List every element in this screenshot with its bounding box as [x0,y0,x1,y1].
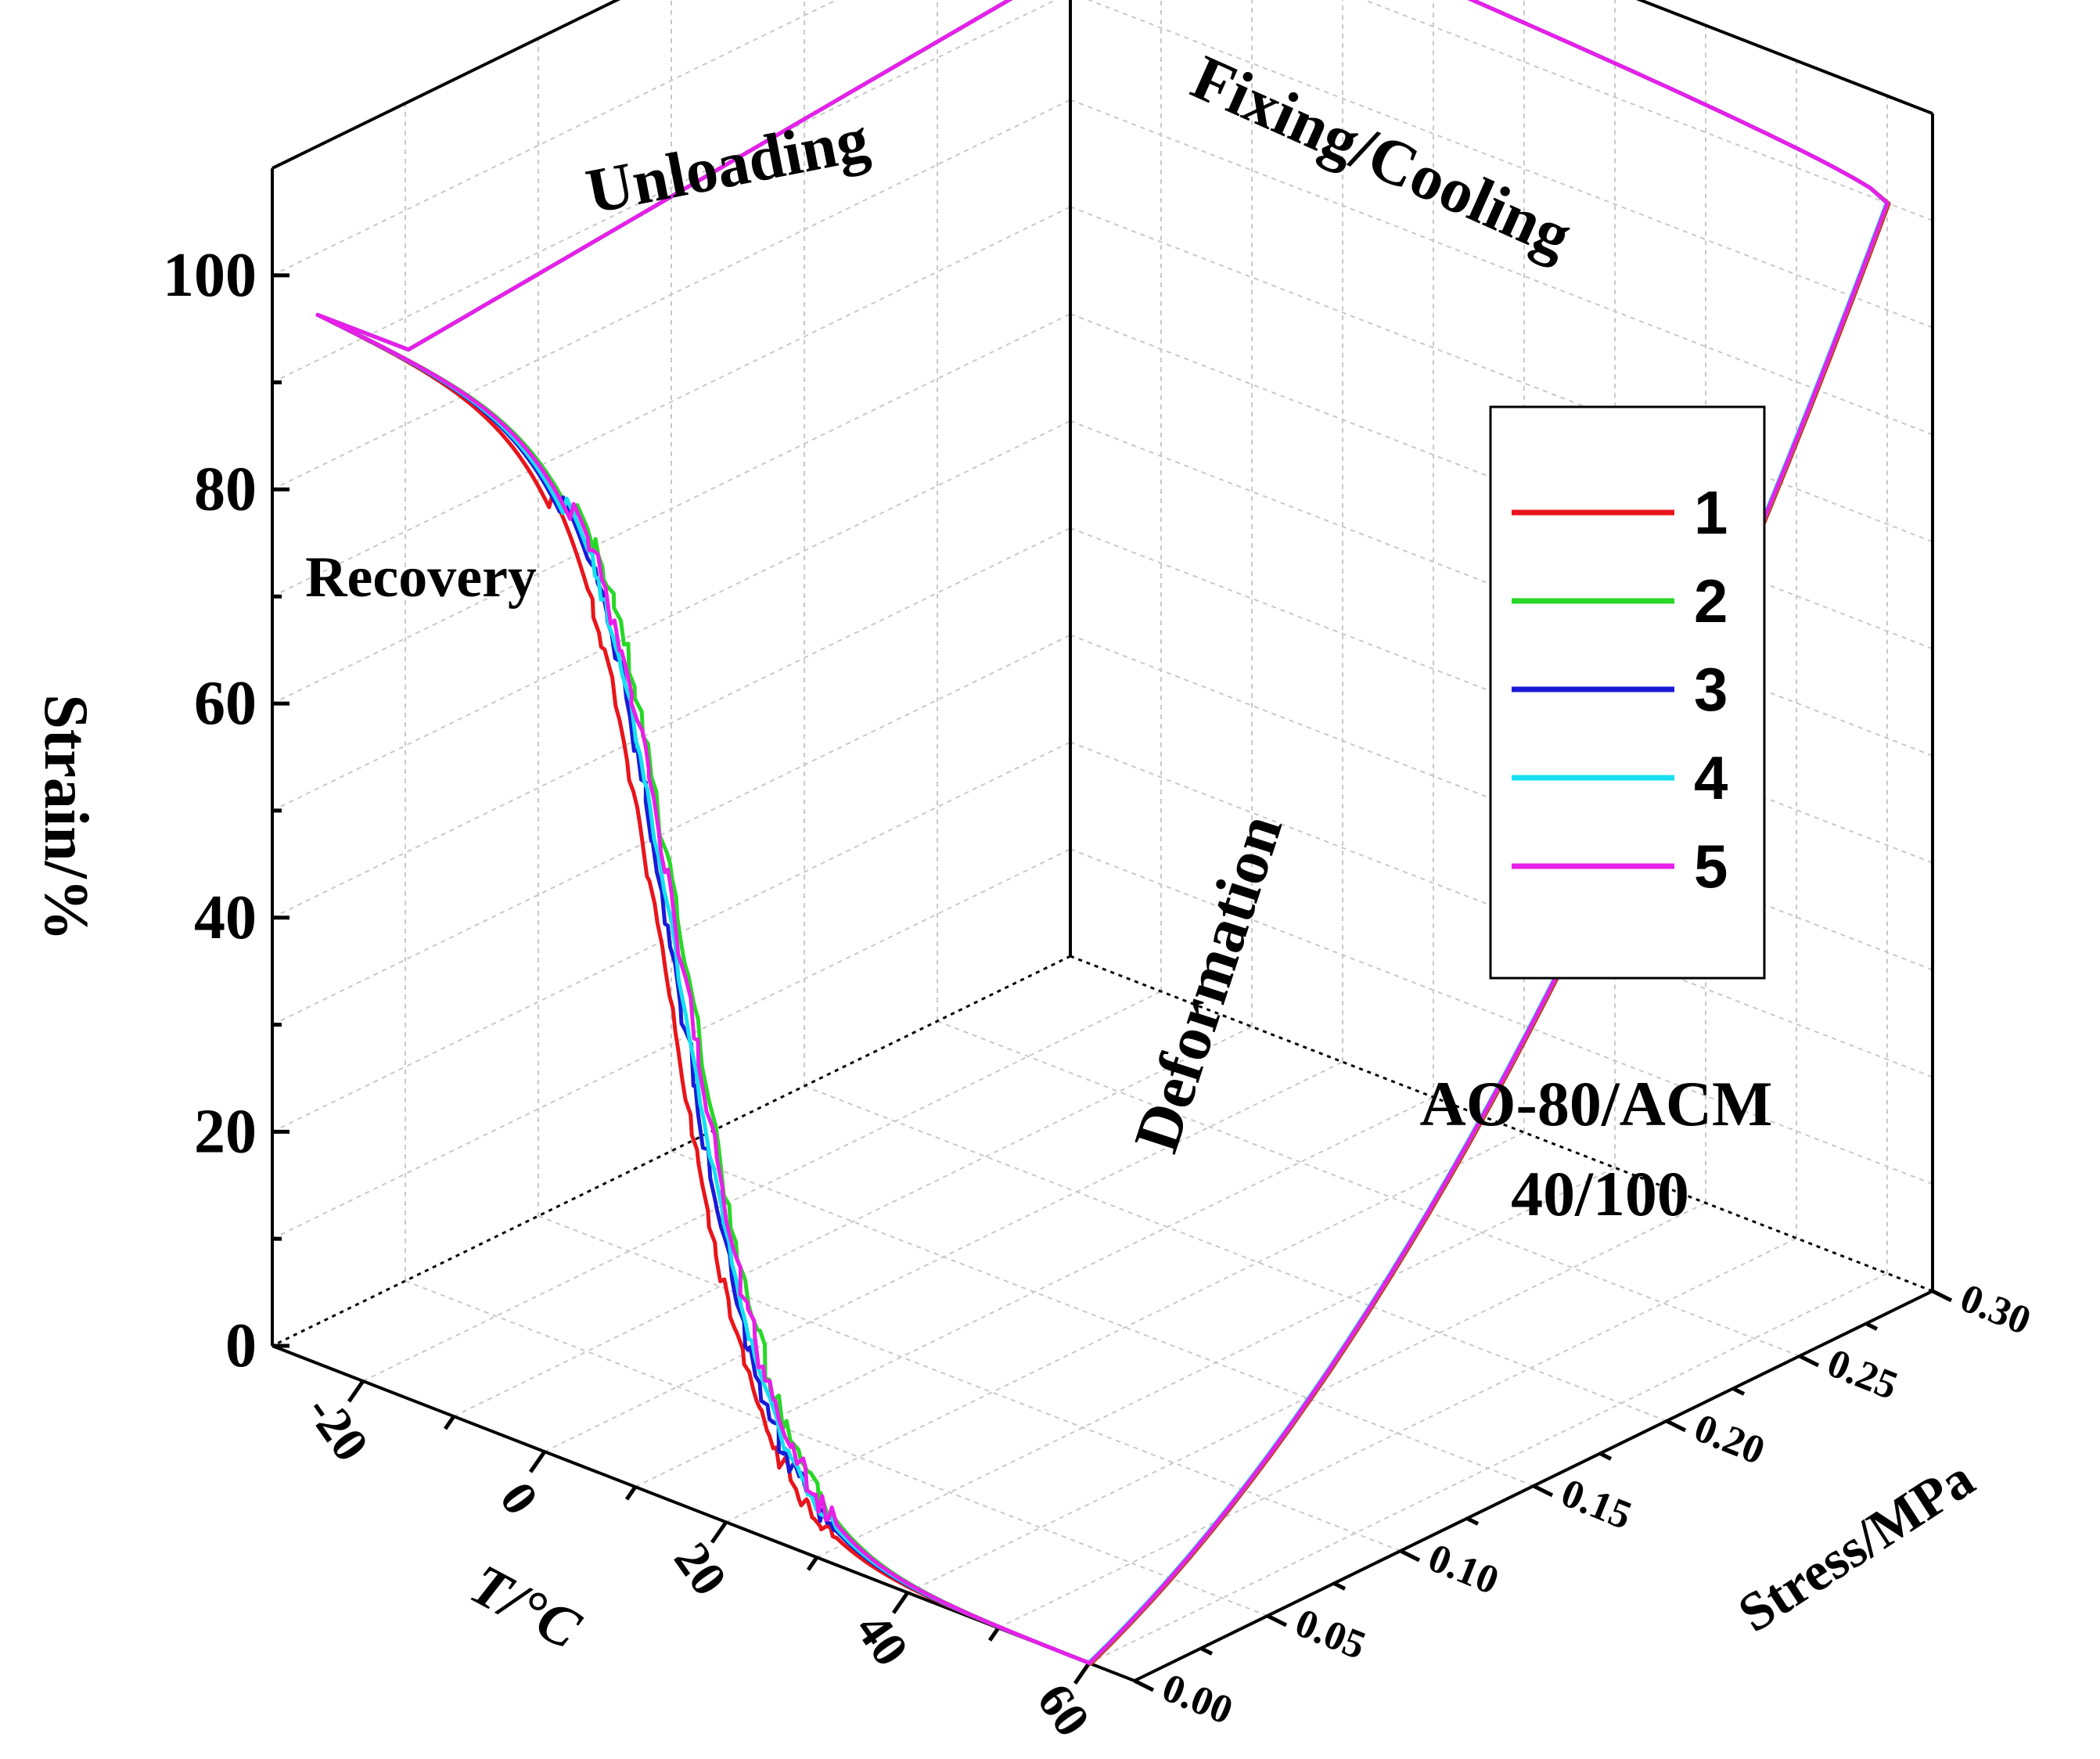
grid-line-side-z [271,0,838,276]
legend-label-2: 2 [1694,567,1728,635]
stress-minor-tick [1332,1581,1347,1591]
grid-line-wall-z [1362,0,1933,221]
grid-line-side-z [271,527,1071,919]
t-tick-label: -20 [296,1384,379,1471]
grid-line-wall-z [1070,99,1933,436]
t-minor-tick [443,1415,456,1430]
stress-tick-label: 0.30 [1954,1275,2037,1344]
grid-line-floor-t [453,1026,1253,1418]
phase-label-unloading: Unloading [581,103,874,228]
strain-tick-label: 80 [194,455,257,524]
grid-line-floor-t [725,1131,1525,1523]
t-minor-tick [806,1556,819,1571]
stress-tick-label: 0.10 [1422,1535,1505,1603]
t-tick [347,1380,365,1403]
grid-line-side-z [271,313,1071,705]
stress-tick-label: 0.20 [1688,1405,1771,1473]
stress-tick-label: 0.25 [1821,1340,1904,1408]
stress-minor-tick [1864,1322,1879,1331]
stress-minor-tick [1199,1646,1214,1656]
frame-floor-back-left [271,955,1071,1347]
grid-line-side-z [271,206,1071,598]
t-tick-label: 20 [663,1532,738,1605]
legend-label-4: 4 [1694,743,1728,812]
grid-line-side-z [271,741,1071,1133]
t-tick [1073,1662,1091,1685]
stress-tick-label: 0.00 [1156,1665,1239,1733]
grid-line-floor-s [671,1150,1534,1487]
grid-line-floor-s [405,1280,1268,1617]
t-minor-tick [987,1627,1001,1642]
t-tick [891,1591,910,1614]
stress-minor-tick [1598,1451,1613,1461]
x-axis-title: T/°C [460,1552,592,1663]
t-tick [710,1520,728,1544]
grid-line-side-z [271,0,1058,383]
stress-tick [1399,1549,1421,1563]
phase-label-recovery: Recovery [305,545,537,610]
t-minor-tick [624,1485,638,1501]
t-tick [528,1450,547,1473]
phase-label-deformation: Deformation [1120,806,1296,1160]
legend-label-5: 5 [1694,832,1728,901]
grid-line-side-z [271,634,1071,1026]
grid-line-floor-s [804,1085,1667,1422]
grid-line-side-z [271,99,1071,491]
legend-box [1489,405,1766,980]
stress-tick [1133,1678,1155,1692]
grid-line-side-z [271,420,1071,811]
y-axis-title: Stress/MPa [1728,1448,1985,1644]
legend: 1 2 3 4 5 [1489,405,1766,980]
strain-tick-label: 0 [225,1311,257,1380]
grid-layer [271,0,1933,1664]
z-axis-title: Strain/% [31,694,100,941]
stress-tick [1665,1419,1687,1433]
strain-tick-label: 40 [194,883,257,952]
stress-minor-tick [1731,1387,1746,1396]
strain-tick-label: 60 [194,669,257,738]
stress-tick [1532,1484,1554,1498]
series-layer [315,0,1891,1666]
stress-tick [1266,1613,1288,1628]
strain-tick-label: 20 [194,1097,257,1166]
grid-line-side-z [271,848,1071,1240]
strain-tick-label: 100 [163,241,257,310]
sample-label-line1: AO-80/ACM [1420,1068,1773,1139]
grid-line-wall-z [1087,0,1933,329]
stress-tick [1798,1354,1820,1368]
frame-edge-top-left [271,0,621,170]
grid-line-wall-z [1070,848,1933,1185]
stress-tick-label: 0.15 [1555,1470,1638,1538]
grid-line-wall-z [1070,206,1933,543]
stress-minor-tick [1465,1516,1480,1526]
t-tick-label: 40 [845,1603,919,1675]
phase-label-fixing: Fixing/Cooling [1181,41,1582,272]
grid-line-floor-s [538,1215,1401,1552]
stress-tick-label: 0.05 [1289,1600,1372,1668]
t-tick-label: 60 [1027,1674,1101,1746]
grid-line-floor-s [937,1020,1800,1357]
frame-edge-top-right [1635,0,1933,115]
stress-tick [1931,1289,1953,1303]
t-tick-label: 0 [489,1472,549,1524]
legend-label-3: 3 [1694,655,1728,724]
legend-label-1: 1 [1694,478,1728,547]
series-5-line [315,0,1890,1666]
sample-label-line2: 40/100 [1511,1158,1689,1229]
grid-line-floor-t [998,1237,1797,1629]
